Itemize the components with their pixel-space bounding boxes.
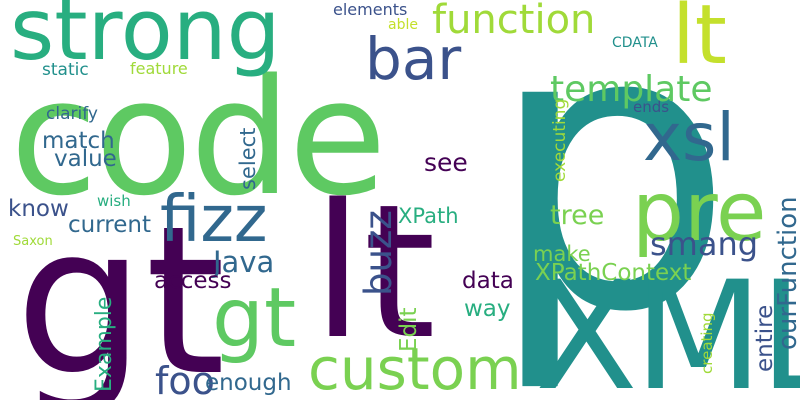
word: code — [10, 44, 387, 231]
word: lt — [312, 164, 436, 380]
word: wish — [97, 192, 131, 210]
word: Example — [92, 296, 117, 392]
word: current — [68, 212, 151, 238]
word: fizz — [160, 183, 268, 257]
word: ends — [633, 98, 670, 116]
word: smang — [650, 225, 759, 263]
word: value — [54, 146, 117, 172]
word: pre — [632, 165, 767, 260]
word: XPathContext — [535, 260, 692, 286]
word: elements — [333, 0, 408, 19]
word: custom — [308, 335, 522, 400]
word: select — [236, 127, 260, 190]
word: CDATA — [612, 35, 658, 51]
word: match — [42, 128, 115, 154]
word: buzz — [357, 210, 400, 296]
word: way — [464, 296, 511, 322]
word: xsl — [643, 99, 735, 176]
word: Saxon — [13, 234, 53, 249]
word: strong — [10, 0, 281, 80]
word: executing — [550, 98, 570, 182]
word: p — [487, 0, 735, 397]
word: function — [432, 0, 596, 43]
word: access — [154, 268, 232, 294]
word: enough — [205, 370, 292, 396]
word: Java — [213, 245, 275, 279]
word: tree — [550, 200, 605, 231]
word: able — [388, 17, 418, 33]
word: creating — [698, 312, 716, 374]
word: make — [533, 242, 591, 266]
word: ourFunction — [773, 196, 800, 350]
word: entire — [752, 304, 778, 372]
word: lt — [672, 0, 727, 83]
word: feature — [130, 59, 188, 78]
word: gt — [212, 271, 297, 366]
word: see — [424, 148, 468, 177]
word: know — [8, 196, 69, 222]
word: gt — [15, 183, 226, 400]
word: clarify — [46, 104, 98, 124]
word: foo — [155, 359, 215, 400]
word: template — [550, 69, 713, 110]
word: bar — [365, 25, 462, 93]
word: static — [42, 60, 89, 80]
word: XPath — [398, 204, 459, 228]
word: data — [462, 268, 514, 294]
word: Edit — [396, 307, 422, 352]
word: XML — [535, 250, 800, 400]
